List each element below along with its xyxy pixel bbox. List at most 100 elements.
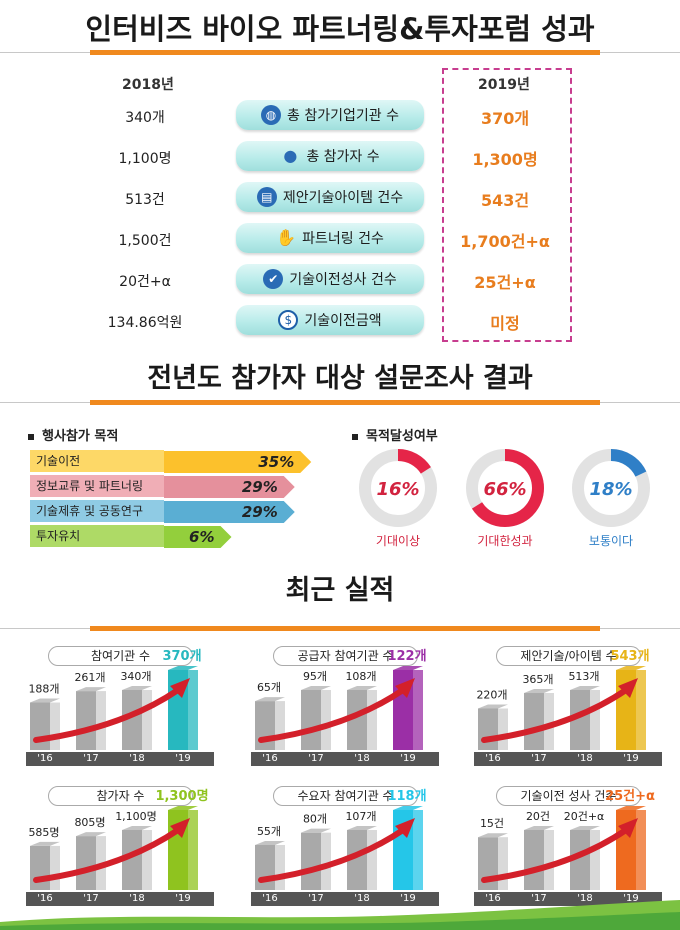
tick-label: '17 bbox=[531, 893, 547, 904]
tick-label: '19 bbox=[623, 893, 639, 904]
bar bbox=[301, 690, 321, 750]
value-label: 543개 bbox=[610, 649, 649, 664]
value-label: 80개 bbox=[303, 813, 327, 826]
year-2019-label: 2019년 bbox=[478, 77, 530, 93]
chart-title: 공급자 참여기관 수 bbox=[273, 646, 418, 666]
metric-label: 기술이전금액 bbox=[304, 313, 382, 329]
bar-top bbox=[255, 697, 285, 702]
bar-top bbox=[478, 833, 508, 838]
x-axis: '16 '17 '18 '19 bbox=[26, 892, 214, 906]
tick-label: '18 bbox=[129, 753, 145, 764]
tick-label: '16 bbox=[37, 753, 53, 764]
growth-arrow-head bbox=[170, 678, 190, 698]
purpose-percent: 6% bbox=[189, 528, 215, 546]
recent-results-title: 최근 실적 bbox=[285, 575, 395, 606]
bar-side bbox=[367, 690, 377, 750]
bar bbox=[76, 691, 96, 750]
tick-label: '18 bbox=[577, 753, 593, 764]
purpose-row: 투자유치 bbox=[30, 525, 310, 548]
metric-pill: ✋ 파트너링 건수 bbox=[236, 223, 424, 253]
tick-label: '19 bbox=[175, 753, 191, 764]
purpose-percent: 29% bbox=[241, 478, 278, 496]
bar-side bbox=[188, 670, 198, 750]
purpose-label: 기술이전 bbox=[30, 450, 164, 472]
value-label: 1,300명 bbox=[155, 788, 208, 804]
chart-title: 참여기관 수 bbox=[48, 646, 193, 666]
bar-top bbox=[122, 686, 152, 690]
metric-pill: ✔ 기술이전성사 건수 bbox=[236, 264, 424, 294]
bar-top bbox=[255, 840, 285, 845]
bar-side bbox=[275, 701, 285, 750]
chart-title: 수요자 참여기관 수 bbox=[273, 786, 418, 806]
growth-arrow bbox=[258, 687, 406, 743]
bar-top bbox=[168, 806, 198, 810]
tick-label: '17 bbox=[531, 753, 547, 764]
bar-side bbox=[321, 690, 331, 750]
growth-arrow bbox=[258, 827, 406, 883]
bar-plot: 220개 365개 513개 543개 bbox=[476, 649, 650, 750]
bar bbox=[255, 701, 275, 750]
value-label: 261개 bbox=[74, 671, 105, 684]
value-2019: 370개 bbox=[480, 109, 530, 128]
purpose-label: 투자유치 bbox=[30, 525, 164, 547]
results-chart-panel: 제안기술/아이템 수 220개 365개 513개 543개 '16 '17 '18 '19 bbox=[466, 646, 671, 776]
purpose-percent: 35% bbox=[258, 453, 295, 471]
bar-side bbox=[321, 832, 331, 890]
x-axis: '16 '17 '18 '19 bbox=[474, 892, 662, 906]
value-label: 15건 bbox=[480, 817, 504, 830]
bar bbox=[524, 830, 544, 890]
bar-top bbox=[301, 828, 331, 833]
bar-side bbox=[142, 830, 152, 890]
purpose-heading: 행사참가 목적 bbox=[28, 425, 118, 444]
bar-top bbox=[393, 666, 423, 670]
value-2019: 미정 bbox=[490, 314, 520, 333]
bar bbox=[347, 690, 367, 750]
value-2018: 513건 bbox=[125, 192, 165, 208]
value-label: 188개 bbox=[28, 683, 59, 696]
bar-top bbox=[347, 826, 377, 830]
value-label: 805명 bbox=[74, 816, 105, 829]
bar-top bbox=[616, 666, 646, 670]
people-icon: ● bbox=[283, 146, 298, 165]
bar-top bbox=[570, 686, 600, 690]
bar-side bbox=[188, 810, 198, 890]
chart-title: 참가자 수 bbox=[48, 786, 193, 806]
metric-pill: $ 기술이전금액 bbox=[236, 305, 424, 335]
metric-pill: ▤ 제안기술아이템 건수 bbox=[236, 182, 424, 212]
growth-arrow-head bbox=[395, 818, 415, 838]
bar bbox=[570, 690, 590, 750]
bar-plot: 55개 80개 107개 118개 bbox=[255, 789, 427, 890]
tick-label: '17 bbox=[83, 753, 99, 764]
tick-label: '18 bbox=[577, 893, 593, 904]
donut-track bbox=[359, 449, 437, 527]
purpose-row: 기술이전 bbox=[30, 450, 312, 473]
donut-segment bbox=[466, 449, 544, 527]
orange-rule bbox=[90, 400, 600, 405]
bar bbox=[30, 845, 50, 890]
purpose-arrow bbox=[164, 451, 312, 473]
purpose-row: 기술제휴 및 공동연구 bbox=[30, 500, 310, 523]
tick-label: '16 bbox=[485, 753, 501, 764]
value-label: 1,100명 bbox=[115, 810, 157, 823]
results-chart-panel: 공급자 참여기관 수 65개 95개 108개 122개 '16 '17 '18 '19 bbox=[243, 646, 448, 776]
value-label: 220개 bbox=[476, 689, 507, 702]
bar bbox=[570, 830, 590, 890]
dollar-icon: $ bbox=[278, 310, 299, 330]
chart-title: 제안기술/아이템 수 bbox=[496, 646, 641, 666]
bar-side bbox=[636, 670, 646, 750]
tick-label: '19 bbox=[175, 893, 191, 904]
results-chart-panel: 참여기관 수 188개 261개 340개 370개 '16 '17 '18 '19 bbox=[18, 646, 223, 776]
value-label: 370개 bbox=[162, 649, 201, 664]
bar-side bbox=[275, 844, 285, 890]
bar-top bbox=[76, 687, 106, 692]
bar-top bbox=[524, 826, 554, 830]
value-label: 20건 bbox=[526, 810, 550, 823]
bar-side bbox=[367, 830, 377, 890]
value-label: 340개 bbox=[120, 670, 151, 683]
metric-label: 총 참가기업기관 수 bbox=[287, 108, 399, 124]
bar-plot: 65개 95개 108개 122개 bbox=[255, 649, 427, 750]
value-label: 25건+α bbox=[605, 788, 655, 804]
metric-pill: ● 총 참가자 수 bbox=[236, 141, 424, 171]
checklist-icon: ✔ bbox=[263, 269, 284, 289]
value-2018: 20건+α bbox=[119, 274, 171, 290]
